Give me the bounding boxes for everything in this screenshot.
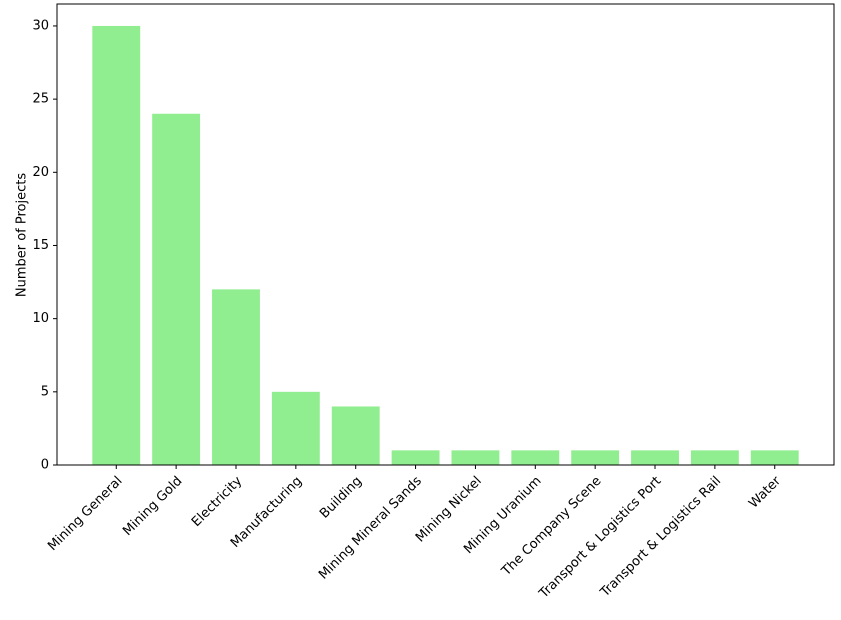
- bar: [92, 25, 141, 465]
- y-tick-label: 10: [32, 311, 49, 326]
- y-tick-label: 5: [41, 384, 49, 399]
- bar: [152, 113, 201, 465]
- bar: [631, 450, 679, 465]
- y-tick-label: 25: [32, 92, 49, 107]
- bar: [690, 450, 739, 465]
- bar: [391, 450, 440, 465]
- y-tick-label: 0: [41, 458, 49, 473]
- bar: [451, 450, 500, 465]
- bar: [331, 406, 380, 465]
- bar: [212, 289, 260, 465]
- y-tick-label: 30: [32, 18, 49, 33]
- y-tick-label: 20: [32, 165, 49, 180]
- y-axis-label: Number of Projects: [15, 173, 30, 297]
- y-tick-label: 15: [32, 238, 49, 253]
- plot-frame: [56, 3, 835, 466]
- bar: [511, 450, 560, 465]
- bar: [571, 450, 620, 465]
- bar: [750, 450, 799, 465]
- bar: [271, 391, 320, 465]
